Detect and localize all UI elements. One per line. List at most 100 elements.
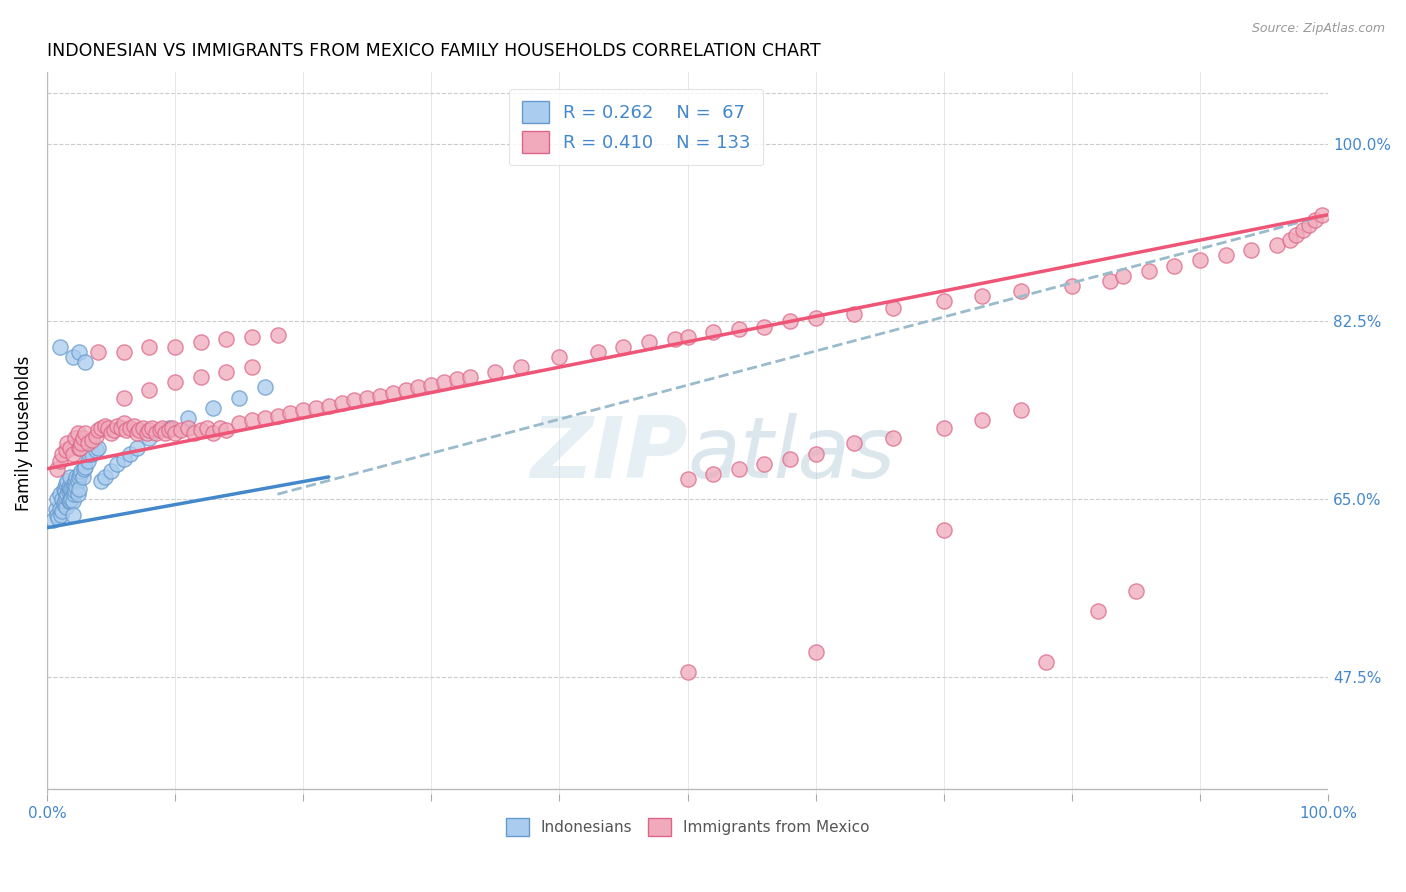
Point bbox=[58, 480, 80, 494]
Point bbox=[56, 436, 79, 450]
Point bbox=[62, 350, 84, 364]
Point bbox=[63, 431, 86, 445]
Point bbox=[97, 421, 120, 435]
Point bbox=[42, 513, 65, 527]
Point bbox=[75, 355, 97, 369]
Point bbox=[51, 446, 73, 460]
Point bbox=[676, 665, 699, 679]
Point bbox=[162, 421, 184, 435]
Point bbox=[1112, 268, 1135, 283]
Point bbox=[138, 431, 160, 445]
Point bbox=[266, 409, 288, 423]
Point bbox=[48, 502, 70, 516]
Point bbox=[215, 332, 238, 346]
Point bbox=[45, 502, 67, 516]
Point bbox=[65, 470, 87, 484]
Point bbox=[48, 487, 70, 501]
Point bbox=[77, 453, 100, 467]
Point bbox=[67, 345, 90, 359]
Point bbox=[638, 334, 661, 349]
Point bbox=[49, 508, 72, 522]
Point bbox=[676, 329, 699, 343]
Point bbox=[240, 413, 263, 427]
Point bbox=[56, 487, 79, 501]
Point bbox=[70, 464, 93, 478]
Point bbox=[292, 402, 315, 417]
Point bbox=[138, 383, 160, 397]
Point bbox=[253, 380, 276, 394]
Point bbox=[135, 426, 157, 441]
Point bbox=[87, 345, 110, 359]
Point bbox=[55, 490, 77, 504]
Point bbox=[58, 494, 80, 508]
Point bbox=[202, 401, 225, 415]
Point bbox=[932, 421, 955, 435]
Point bbox=[1188, 253, 1211, 268]
Point bbox=[676, 472, 699, 486]
Point bbox=[163, 340, 186, 354]
Point bbox=[330, 395, 353, 409]
Point bbox=[46, 462, 69, 476]
Point bbox=[972, 289, 994, 303]
Point bbox=[53, 484, 76, 499]
Point bbox=[882, 431, 904, 445]
Point bbox=[105, 457, 128, 471]
Point bbox=[72, 470, 94, 484]
Point bbox=[87, 423, 110, 437]
Point bbox=[55, 443, 77, 458]
Point bbox=[842, 436, 865, 450]
Point bbox=[62, 446, 84, 460]
Point bbox=[1099, 274, 1122, 288]
Point bbox=[150, 421, 173, 435]
Point bbox=[754, 457, 776, 471]
Point bbox=[1310, 208, 1333, 222]
Point bbox=[1291, 223, 1313, 237]
Point bbox=[52, 482, 75, 496]
Y-axis label: Family Households: Family Households bbox=[15, 356, 32, 511]
Text: atlas: atlas bbox=[688, 413, 896, 496]
Point bbox=[215, 365, 238, 379]
Point bbox=[368, 389, 391, 403]
Point bbox=[420, 378, 443, 392]
Point bbox=[110, 421, 132, 435]
Point bbox=[122, 419, 145, 434]
Point bbox=[356, 391, 378, 405]
Point bbox=[120, 421, 142, 435]
Point bbox=[1060, 278, 1083, 293]
Point bbox=[75, 426, 97, 441]
Point bbox=[70, 436, 93, 450]
Point bbox=[266, 327, 288, 342]
Point bbox=[67, 442, 90, 456]
Point bbox=[87, 442, 110, 456]
Point bbox=[1265, 238, 1288, 252]
Point bbox=[77, 446, 100, 460]
Point bbox=[63, 484, 86, 499]
Point bbox=[548, 350, 571, 364]
Point bbox=[93, 419, 115, 434]
Point bbox=[177, 411, 200, 425]
Point bbox=[62, 508, 84, 522]
Point bbox=[208, 421, 231, 435]
Point bbox=[55, 500, 77, 515]
Point bbox=[1087, 604, 1109, 618]
Point bbox=[90, 421, 112, 435]
Point bbox=[105, 419, 128, 434]
Point bbox=[779, 451, 801, 466]
Point bbox=[112, 391, 135, 405]
Point bbox=[93, 470, 115, 484]
Point bbox=[1010, 402, 1032, 417]
Point bbox=[62, 482, 84, 496]
Point bbox=[125, 442, 148, 456]
Legend: Indonesians, Immigrants from Mexico: Indonesians, Immigrants from Mexico bbox=[498, 810, 877, 844]
Point bbox=[433, 376, 456, 390]
Point bbox=[141, 421, 163, 435]
Point bbox=[69, 442, 91, 456]
Point bbox=[67, 470, 90, 484]
Point bbox=[112, 345, 135, 359]
Point bbox=[779, 314, 801, 328]
Point bbox=[62, 477, 84, 491]
Point bbox=[157, 421, 180, 435]
Point bbox=[67, 482, 90, 496]
Point bbox=[612, 340, 634, 354]
Point bbox=[59, 442, 82, 456]
